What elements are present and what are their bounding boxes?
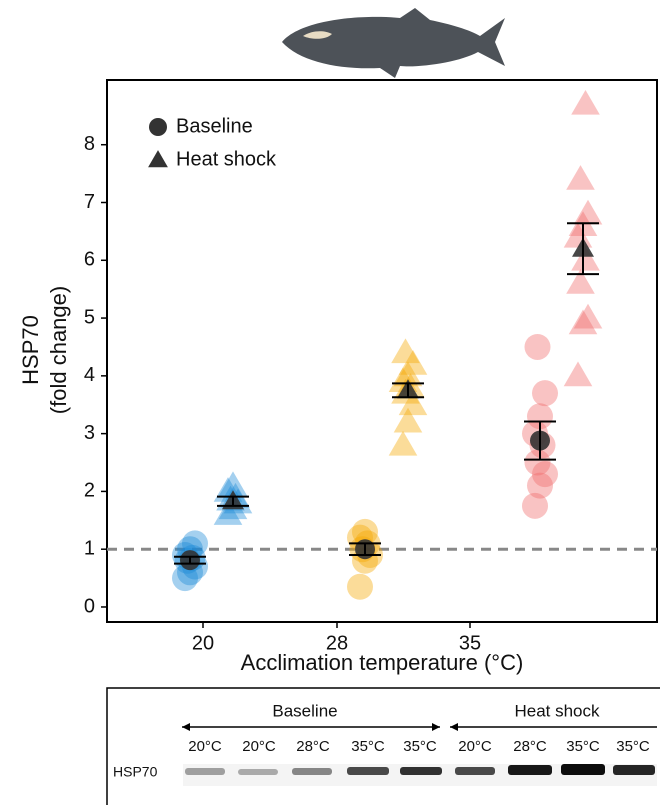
data-point (524, 333, 551, 360)
legend-label: Heat shock (176, 148, 277, 170)
data-point (524, 449, 551, 476)
blot-lane-label: 28°C (296, 738, 330, 755)
blot-band (508, 765, 552, 775)
data-point (532, 461, 558, 488)
blot-row-label: HSP70 (113, 764, 158, 780)
y-tick-label: 2 (84, 480, 95, 502)
fish-icon (282, 8, 505, 78)
data-point (568, 309, 598, 335)
data-point (352, 518, 378, 545)
data-point (573, 303, 603, 329)
data-point (573, 199, 603, 225)
x-axis-label: Acclimation temperature (°C) (241, 650, 524, 675)
y-tick-label: 6 (84, 249, 95, 271)
y-tick-label: 5 (84, 306, 95, 328)
blot-lane-label: 35°C (616, 738, 650, 755)
x-tick-label: 28 (326, 632, 348, 654)
y-tick-label: 7 (84, 191, 95, 213)
blot-group-label: Baseline (272, 701, 337, 720)
data-point (398, 349, 428, 375)
blot-lane-label: 20°C (242, 738, 276, 755)
blot-band (455, 767, 495, 775)
blot-band (185, 768, 225, 775)
y-axis-label: HSP70 (18, 315, 43, 385)
blot-band (238, 769, 278, 775)
y-tick-label: 3 (84, 422, 95, 444)
blot-lane-label: 28°C (513, 738, 547, 755)
data-point (532, 380, 558, 407)
blot-lane-label: 20°C (188, 738, 222, 755)
data-point (566, 165, 595, 190)
x-tick-label: 35 (459, 632, 481, 654)
data-point (563, 361, 593, 387)
blot-band (613, 765, 655, 775)
data-point (172, 565, 198, 592)
blot-band (400, 767, 442, 775)
data-point (218, 471, 248, 497)
data-point (182, 530, 208, 557)
blot-band (561, 764, 605, 775)
data-point (393, 361, 423, 387)
arrow-heads (450, 723, 458, 731)
legend-marker (148, 150, 168, 168)
data-point (571, 245, 600, 271)
data-point (347, 573, 373, 600)
data-point (522, 492, 548, 519)
y-tick-label: 1 (84, 537, 95, 559)
blot-lane-label: 20°C (458, 738, 492, 755)
data-point (388, 430, 418, 456)
data-point (566, 269, 595, 294)
blot-lane-label: 35°C (351, 738, 385, 755)
blot-group-label: Heat shock (514, 701, 600, 720)
y-tick-label: 8 (84, 133, 95, 155)
legend-marker (149, 118, 167, 136)
blot-lane-label: 35°C (403, 738, 437, 755)
blot-frame (106, 687, 660, 805)
y-tick-label: 0 (84, 595, 95, 617)
blot-lane-label: 35°C (566, 738, 600, 755)
data-point (527, 403, 553, 430)
x-tick-label: 20 (192, 632, 214, 654)
blot-band (292, 768, 332, 775)
data-point (213, 500, 243, 525)
data-point (527, 472, 553, 499)
data-point (571, 89, 600, 115)
data-point (398, 390, 428, 416)
data-point (393, 407, 423, 433)
legend-label: Baseline (176, 115, 253, 137)
data-point (391, 338, 420, 364)
data-point (563, 222, 593, 248)
y-tick-label: 4 (84, 364, 95, 386)
blot-band (347, 767, 389, 775)
plot-frame (106, 79, 658, 623)
blot-panel: Baseline Heat shock HSP70 (106, 687, 660, 805)
y-axis-label: (fold change) (46, 286, 71, 414)
